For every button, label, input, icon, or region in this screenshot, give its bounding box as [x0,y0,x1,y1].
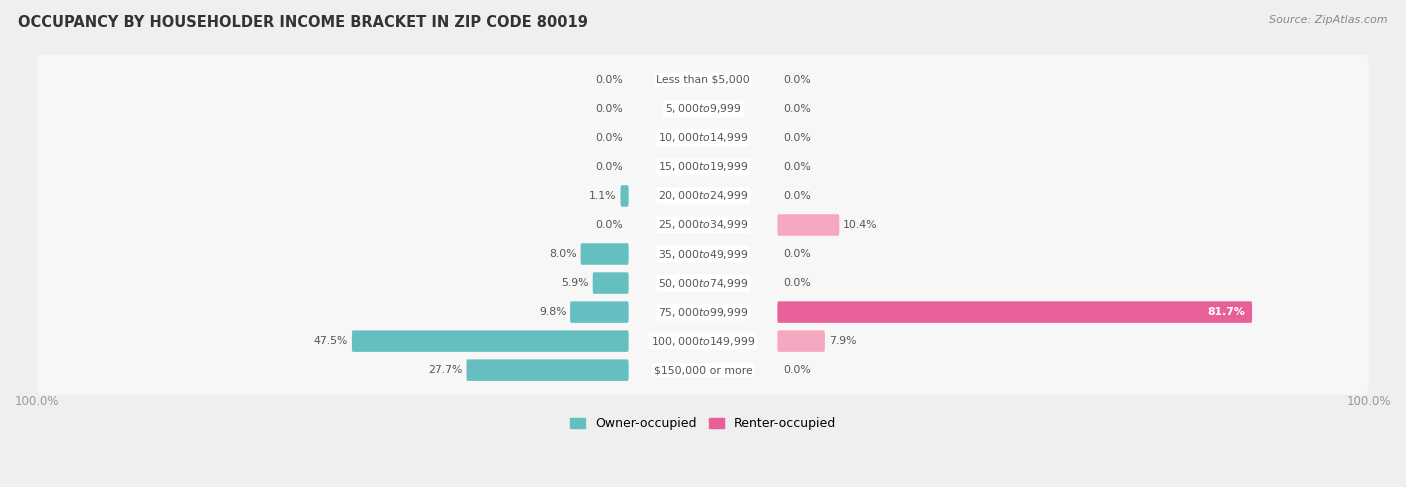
Legend: Owner-occupied, Renter-occupied: Owner-occupied, Renter-occupied [565,412,841,435]
FancyBboxPatch shape [37,258,1369,308]
Text: $10,000 to $14,999: $10,000 to $14,999 [658,131,748,144]
Text: $20,000 to $24,999: $20,000 to $24,999 [658,189,748,203]
Text: 27.7%: 27.7% [429,365,463,375]
FancyBboxPatch shape [467,359,628,381]
Text: $100,000 to $149,999: $100,000 to $149,999 [651,335,755,348]
FancyBboxPatch shape [37,200,1369,250]
FancyBboxPatch shape [37,142,1369,192]
Text: 7.9%: 7.9% [828,336,856,346]
Text: $25,000 to $34,999: $25,000 to $34,999 [658,219,748,231]
FancyBboxPatch shape [37,55,1369,105]
Text: 0.0%: 0.0% [783,133,811,143]
Text: 0.0%: 0.0% [595,104,623,114]
Text: 5.9%: 5.9% [561,278,589,288]
FancyBboxPatch shape [37,345,1369,395]
Text: 47.5%: 47.5% [314,336,349,346]
FancyBboxPatch shape [778,214,839,236]
FancyBboxPatch shape [352,330,628,352]
FancyBboxPatch shape [620,185,628,206]
FancyBboxPatch shape [37,171,1369,221]
FancyBboxPatch shape [37,229,1369,279]
Text: 0.0%: 0.0% [783,162,811,172]
FancyBboxPatch shape [593,272,628,294]
Text: OCCUPANCY BY HOUSEHOLDER INCOME BRACKET IN ZIP CODE 80019: OCCUPANCY BY HOUSEHOLDER INCOME BRACKET … [18,15,588,30]
Text: $75,000 to $99,999: $75,000 to $99,999 [658,305,748,318]
Text: $50,000 to $74,999: $50,000 to $74,999 [658,277,748,290]
Text: 10.4%: 10.4% [844,220,877,230]
FancyBboxPatch shape [778,301,1253,323]
FancyBboxPatch shape [37,316,1369,366]
Text: 0.0%: 0.0% [783,365,811,375]
Text: 0.0%: 0.0% [595,75,623,85]
Text: 0.0%: 0.0% [783,104,811,114]
Text: Source: ZipAtlas.com: Source: ZipAtlas.com [1270,15,1388,25]
Text: $35,000 to $49,999: $35,000 to $49,999 [658,247,748,261]
Text: 0.0%: 0.0% [595,220,623,230]
Text: 0.0%: 0.0% [595,162,623,172]
Text: 0.0%: 0.0% [783,278,811,288]
Text: 9.8%: 9.8% [538,307,567,317]
Text: 0.0%: 0.0% [783,249,811,259]
FancyBboxPatch shape [37,287,1369,337]
Text: 1.1%: 1.1% [589,191,617,201]
FancyBboxPatch shape [778,330,825,352]
Text: $150,000 or more: $150,000 or more [654,365,752,375]
FancyBboxPatch shape [581,244,628,265]
Text: 81.7%: 81.7% [1208,307,1246,317]
Text: $15,000 to $19,999: $15,000 to $19,999 [658,160,748,173]
Text: 0.0%: 0.0% [783,191,811,201]
Text: Less than $5,000: Less than $5,000 [657,75,749,85]
FancyBboxPatch shape [571,301,628,323]
Text: $5,000 to $9,999: $5,000 to $9,999 [665,102,741,115]
FancyBboxPatch shape [37,113,1369,163]
FancyBboxPatch shape [37,84,1369,134]
Text: 0.0%: 0.0% [783,75,811,85]
Text: 8.0%: 8.0% [550,249,576,259]
Text: 0.0%: 0.0% [595,133,623,143]
